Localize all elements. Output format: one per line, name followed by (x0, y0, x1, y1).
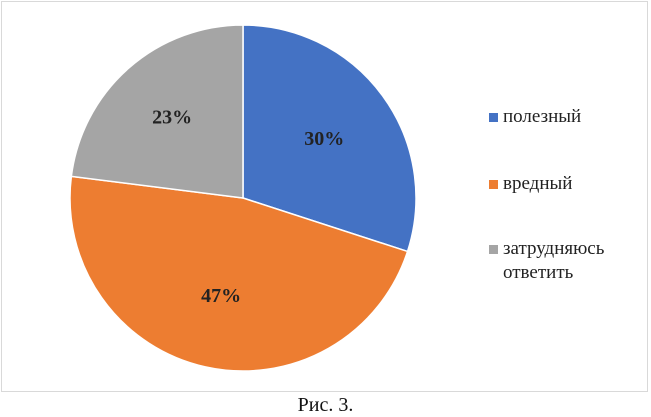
data-label-useful: 30% (304, 128, 344, 150)
legend-item-harmful: вредный (489, 172, 639, 196)
legend-swatch-undecided (489, 245, 498, 254)
legend-item-useful: полезный (489, 105, 639, 129)
pie-slice-useful (242, 24, 417, 253)
figure-caption: Рис. 3. (297, 394, 354, 416)
legend-label-useful: полезный (503, 106, 582, 127)
legend-label-harmful: вредный (503, 173, 573, 194)
legend-item-undecided: затрудняюсь ответить (489, 237, 639, 285)
chart-area: 30% 47% 23% полезный вредный затрудняюсь о… (1, 1, 648, 392)
legend-swatch-useful (489, 113, 498, 122)
data-label-harmful: 47% (201, 285, 241, 307)
legend: полезный вредный затрудняюсь ответить (489, 105, 639, 285)
pie-slice-harmful (69, 175, 409, 372)
legend-label-undecided: затрудняюсь ответить (503, 238, 605, 283)
pie-chart: 30% 47% 23% (69, 24, 417, 372)
legend-swatch-harmful (489, 180, 498, 189)
pie-slice-undecided (70, 24, 244, 199)
data-label-undecided: 23% (152, 107, 192, 129)
